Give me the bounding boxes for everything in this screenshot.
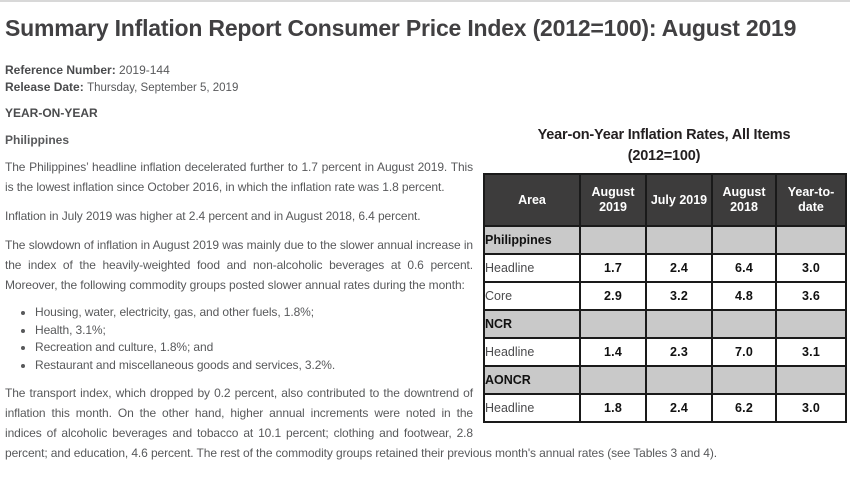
report-page: Summary Inflation Report Consumer Price … [0,11,850,463]
reference-number-value: 2019-144 [119,63,170,77]
section-empty-cell [579,365,647,395]
column-header-august-2019: August 2019 [579,173,647,227]
paragraph-slowdown-cause: The slowdown of inflation in August 2019… [5,238,473,292]
release-date-value: Thursday, September 5, 2019 [87,82,239,94]
value-cell: 3.1 [775,337,847,367]
section-empty-cell [711,365,777,395]
row-label: Headline [483,253,581,283]
section-row-philippines: Philippines [483,225,847,255]
section-empty-cell [579,309,647,339]
page-title: Summary Inflation Report Consumer Price … [5,15,797,41]
closing-paragraph: The transport index, which dropped by 0.… [5,386,718,460]
value-cell: 1.8 [579,393,647,423]
row-label: Headline [483,337,581,367]
inflation-table-figure: Year-on-Year Inflation Rates, All Items … [483,125,847,423]
table-row-ncr-headline: Headline 1.4 2.3 7.0 3.1 [483,337,847,367]
value-cell: 3.6 [775,281,847,311]
list-item-recreation: Recreation and culture, 1.8%; and [35,339,845,357]
value-cell: 6.2 [711,393,777,423]
value-cell: 3.0 [775,253,847,283]
inflation-table: Area August 2019 July 2019 August 2018 Y… [483,173,847,423]
value-cell: 4.8 [711,281,777,311]
section-label: Philippines [483,225,581,255]
section-label: NCR [483,309,581,339]
table-row-philippines-headline: Headline 1.7 2.4 6.4 3.0 [483,253,847,283]
value-cell: 2.3 [645,337,713,367]
value-cell: 2.4 [645,393,713,423]
section-empty-cell [775,309,847,339]
value-cell: 3.2 [645,281,713,311]
row-label: Headline [483,393,581,423]
table-title: Year-on-Year Inflation Rates, All Items … [483,125,845,167]
value-cell: 1.7 [579,253,647,283]
table-row-aoncr-headline: Headline 1.8 2.4 6.2 3.0 [483,393,847,423]
value-cell: 2.9 [579,281,647,311]
section-row-ncr: NCR [483,309,847,339]
table-header-row: Area August 2019 July 2019 August 2018 Y… [483,173,847,227]
column-header-august-2018: August 2018 [711,173,777,227]
column-header-july-2019: July 2019 [645,173,713,227]
paragraph-july-comparison: Inflation in July 2019 was higher at 2.4… [5,209,421,223]
table-title-line1: Year-on-Year Inflation Rates, All Items [537,127,791,143]
section-empty-cell [711,225,777,255]
value-cell: 6.4 [711,253,777,283]
reference-number-label: Reference Number: [5,63,116,77]
section-empty-cell [645,225,713,255]
release-date-label: Release Date: [5,80,84,94]
value-cell: 3.0 [775,393,847,423]
value-cell: 2.4 [645,253,713,283]
section-row-aoncr: AONCR [483,365,847,395]
reference-number-line: Reference Number: 2019-144 [5,62,845,79]
paragraph-headline-inflation: The Philippines’ headline inflation dece… [5,160,473,194]
row-label: Core [483,281,581,311]
section-heading-year-on-year: YEAR-ON-YEAR [5,106,98,120]
section-empty-cell [579,225,647,255]
meta-block: Reference Number: 2019-144 Release Date:… [5,62,845,97]
value-cell: 1.4 [579,337,647,367]
subsection-heading-philippines: Philippines [5,133,70,147]
column-header-area: Area [483,173,581,227]
section-empty-cell [711,309,777,339]
value-cell: 7.0 [711,337,777,367]
section-empty-cell [775,225,847,255]
list-item-health: Health, 3.1%; [35,322,845,340]
release-date-line: Release Date: Thursday, September 5, 201… [5,79,845,97]
section-empty-cell [775,365,847,395]
section-empty-cell [645,309,713,339]
table-title-line2: (2012=100) [627,148,701,164]
table-row-philippines-core: Core 2.9 3.2 4.8 3.6 [483,281,847,311]
section-label: AONCR [483,365,581,395]
commodity-list: Housing, water, electricity, gas, and ot… [5,304,845,374]
section-empty-cell [645,365,713,395]
column-header-year-to-date: Year-to-date [775,173,847,227]
list-item-housing: Housing, water, electricity, gas, and ot… [35,304,845,322]
list-item-restaurant: Restaurant and miscellaneous goods and s… [35,357,845,375]
